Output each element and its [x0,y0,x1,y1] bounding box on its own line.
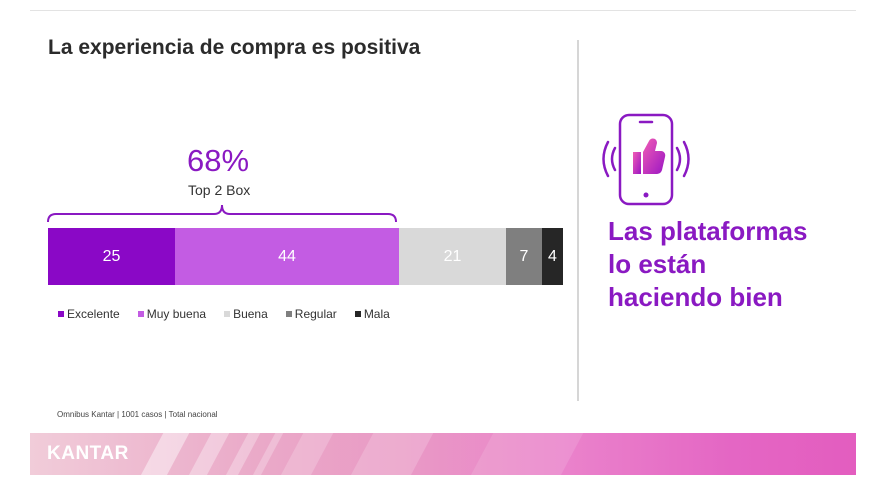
headline-line-1: Las plataformas [608,216,808,246]
footer-stripe [341,433,439,475]
phone-thumbs-up-icon [602,113,690,206]
vertical-divider [577,40,579,401]
legend-swatch [137,311,144,317]
kantar-logo: KANTAR [47,443,129,464]
legend-label: Regular [294,307,337,321]
bar-segment-excelente: 25 [48,228,175,285]
bar-segment-buena: 21 [399,228,506,285]
legend-item-muy-buena: Muy buena [137,307,207,321]
legend-swatch [224,311,231,317]
bar-segment-mala: 4 [542,228,563,285]
footer-stripe [131,433,195,475]
footer-banner: KANTAR [30,433,856,475]
legend-label: Buena [233,307,268,321]
slide-title: La experiencia de compra es positiva [48,36,421,59]
legend-swatch [58,311,64,317]
legend-swatch [354,311,361,317]
headline-line-2: lo están [608,249,707,279]
bar-segment-regular: 7 [506,228,542,285]
legend-item-buena: Buena [224,307,268,321]
headline-line-3: haciendo bien [608,282,783,312]
top-rule [30,10,856,11]
footer-stripe [179,433,235,475]
top-box-label: Top 2 Box [188,182,251,198]
bar-segment-muy-buena: 44 [175,228,399,285]
top-box-percent: 68% [187,143,250,178]
headline: Las plataformas lo están haciendo bien [608,215,807,314]
legend-swatch [285,311,292,317]
legend-item-excelente: Excelente [58,307,120,321]
legend-label: Muy buena [146,307,207,321]
footer-stripe [271,433,339,475]
legend-label: Excelente [67,307,120,321]
legend-label: Mala [363,307,390,321]
footer-stripe [461,433,589,475]
legend-item-mala: Mala [354,307,390,321]
legend-item-regular: Regular [285,307,337,321]
source-note: Omnibus Kantar | 1001 casos | Total naci… [57,410,218,419]
chart-legend: Excelente Muy buena Buena Regular Mala [58,307,390,321]
brace-path [47,204,397,223]
stacked-bar: 25 44 21 7 4 [48,228,563,285]
